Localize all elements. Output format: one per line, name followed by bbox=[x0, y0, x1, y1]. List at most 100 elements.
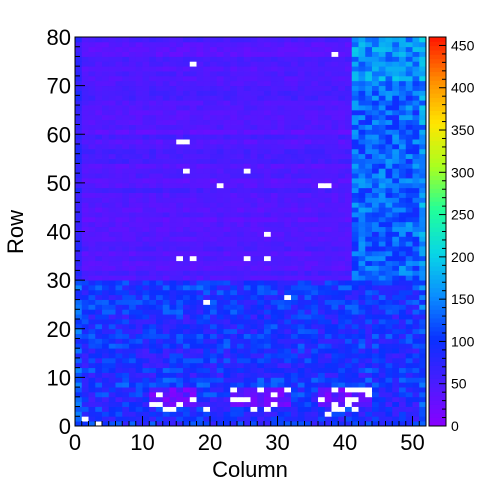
heatmap-cell bbox=[385, 100, 393, 106]
heatmap-cell bbox=[358, 61, 366, 67]
heatmap-cell bbox=[142, 192, 150, 198]
heatmap-cell bbox=[102, 197, 110, 203]
heatmap-cell bbox=[230, 66, 238, 72]
heatmap-cell bbox=[318, 280, 326, 286]
heatmap-cell bbox=[277, 250, 285, 257]
heatmap-cell bbox=[108, 178, 116, 184]
heatmap-cell bbox=[331, 411, 339, 417]
heatmap-cell bbox=[243, 114, 251, 121]
heatmap-cell bbox=[230, 328, 238, 335]
heatmap-cell bbox=[297, 124, 305, 130]
y-tick-label: 50 bbox=[47, 171, 71, 196]
heatmap-cell bbox=[419, 294, 427, 300]
colorbar-swatch bbox=[429, 235, 446, 241]
heatmap-cell bbox=[264, 265, 272, 271]
heatmap-cell bbox=[189, 304, 197, 310]
heatmap-cell bbox=[297, 284, 305, 291]
heatmap-cell bbox=[75, 182, 83, 189]
heatmap-cell bbox=[115, 260, 123, 266]
heatmap-cell bbox=[88, 109, 96, 116]
heatmap-cell bbox=[176, 289, 184, 296]
heatmap-cell bbox=[237, 212, 245, 218]
heatmap-cell bbox=[230, 416, 238, 422]
colorbar-swatch bbox=[429, 75, 446, 81]
heatmap-cell bbox=[277, 372, 285, 378]
heatmap-cell bbox=[338, 421, 346, 427]
y-tick-label: 0 bbox=[59, 414, 71, 439]
heatmap-cell bbox=[108, 143, 116, 150]
colorbar-swatch bbox=[429, 123, 446, 129]
heatmap-cell bbox=[304, 212, 312, 218]
heatmap-cell bbox=[162, 202, 170, 208]
heatmap-cell bbox=[405, 71, 413, 77]
heatmap-cell bbox=[345, 343, 353, 349]
heatmap-cell bbox=[189, 148, 197, 155]
heatmap-cell bbox=[156, 367, 164, 373]
heatmap-cell bbox=[318, 411, 326, 417]
heatmap-cell bbox=[277, 148, 285, 155]
heatmap-cell bbox=[115, 221, 123, 228]
heatmap-cell bbox=[297, 260, 305, 266]
heatmap-cell bbox=[385, 216, 393, 223]
heatmap-cell bbox=[102, 353, 110, 359]
heatmap-cell bbox=[149, 236, 157, 242]
heatmap-cell bbox=[291, 148, 299, 155]
heatmap-cell bbox=[324, 406, 332, 412]
heatmap-cell bbox=[264, 221, 272, 228]
heatmap-cell bbox=[169, 163, 177, 169]
heatmap-cell bbox=[135, 319, 143, 325]
heatmap-cell bbox=[129, 333, 137, 339]
heatmap-cell bbox=[270, 367, 278, 373]
heatmap-cell bbox=[378, 226, 386, 232]
heatmap-cell bbox=[318, 236, 326, 242]
heatmap-cell bbox=[129, 250, 137, 257]
heatmap-cell bbox=[115, 105, 123, 111]
heatmap-cell bbox=[196, 255, 204, 262]
colorbar-swatch bbox=[429, 140, 446, 146]
heatmap-cell bbox=[324, 90, 332, 96]
heatmap-cell bbox=[122, 362, 130, 369]
heatmap-cell bbox=[338, 304, 346, 310]
heatmap-cell bbox=[75, 173, 83, 179]
heatmap-cell bbox=[115, 416, 123, 422]
heatmap-cell bbox=[169, 377, 177, 383]
heatmap-cell bbox=[210, 289, 218, 296]
heatmap-cell bbox=[142, 338, 150, 344]
heatmap-cell bbox=[365, 333, 373, 339]
heatmap-cell bbox=[250, 80, 258, 87]
heatmap-cell bbox=[385, 323, 393, 330]
heatmap-cell bbox=[318, 406, 326, 412]
heatmap-cell bbox=[264, 56, 272, 62]
heatmap-cell bbox=[378, 46, 386, 52]
heatmap-cell bbox=[277, 95, 285, 101]
heatmap-cell bbox=[284, 202, 292, 208]
heatmap-cell bbox=[405, 255, 413, 262]
heatmap-cell bbox=[257, 319, 265, 325]
heatmap-cell bbox=[149, 391, 157, 398]
heatmap-cell bbox=[189, 90, 197, 96]
heatmap-cell bbox=[345, 105, 353, 111]
heatmap-cell bbox=[324, 80, 332, 87]
heatmap-cell bbox=[176, 353, 184, 359]
heatmap-cell bbox=[142, 182, 150, 189]
heatmap-cell bbox=[102, 280, 110, 286]
heatmap-cell bbox=[95, 275, 103, 281]
heatmap-cell bbox=[237, 382, 245, 388]
heatmap-cell bbox=[297, 134, 305, 140]
heatmap-cell bbox=[264, 212, 272, 218]
heatmap-cell bbox=[183, 56, 191, 62]
heatmap-cell bbox=[250, 372, 258, 378]
heatmap-cell bbox=[257, 284, 265, 291]
heatmap-cell bbox=[156, 75, 164, 82]
heatmap-cell bbox=[345, 362, 353, 369]
heatmap-cell bbox=[210, 304, 218, 310]
heatmap-cell bbox=[95, 114, 103, 121]
heatmap-cell bbox=[351, 309, 359, 315]
heatmap-cell bbox=[318, 66, 326, 72]
heatmap-cell bbox=[304, 192, 312, 198]
heatmap-cell bbox=[115, 236, 123, 242]
heatmap-cell bbox=[75, 197, 83, 203]
heatmap-cell bbox=[331, 148, 339, 155]
heatmap-cell bbox=[277, 362, 285, 369]
heatmap-cell bbox=[311, 241, 319, 247]
